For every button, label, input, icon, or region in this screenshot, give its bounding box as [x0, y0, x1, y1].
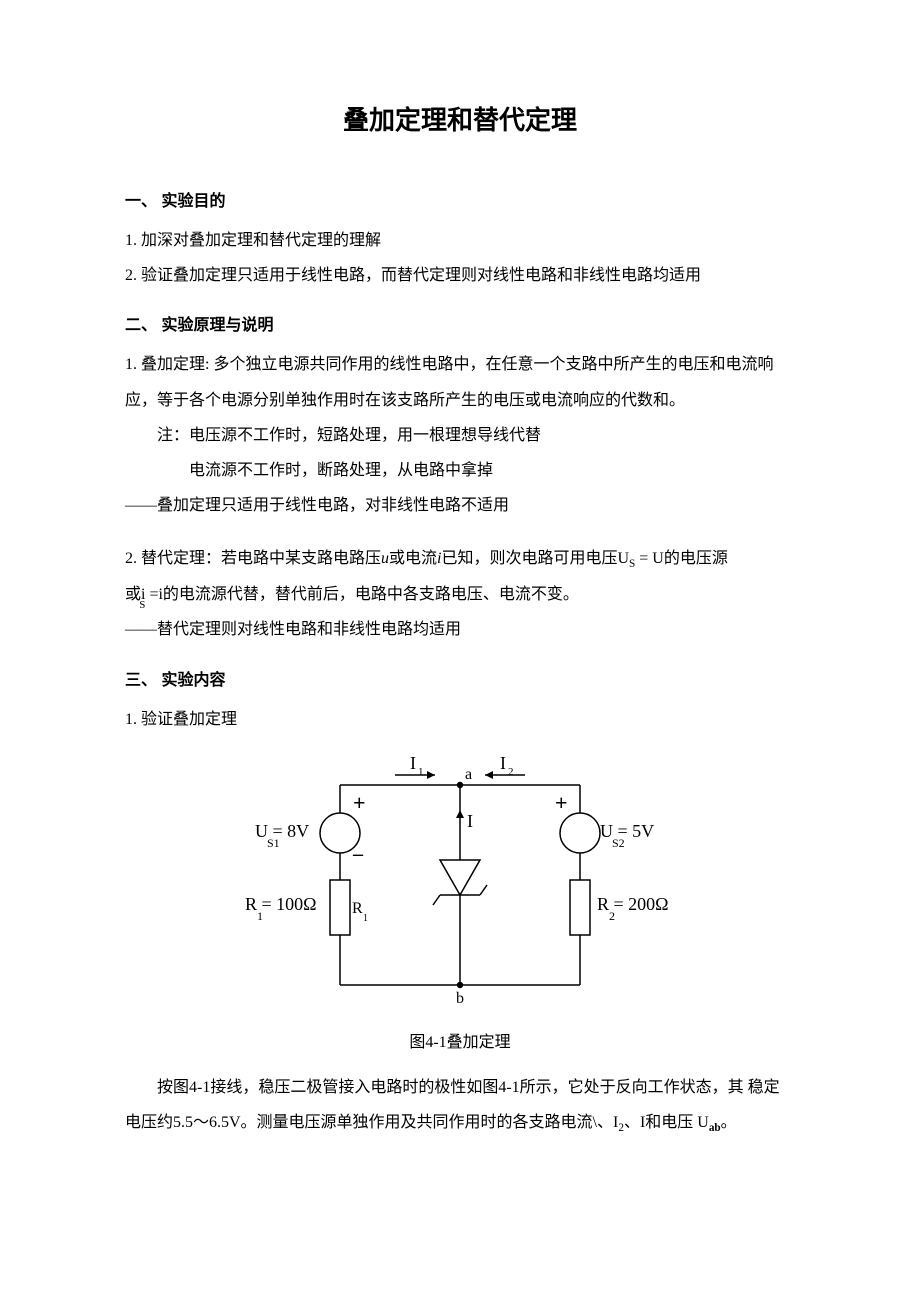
label-plus-right: +: [555, 790, 568, 815]
label-us2: U = 5V: [600, 821, 654, 841]
label-i1: I: [410, 755, 416, 773]
label-us2-sub: S2: [612, 836, 625, 850]
section-2-note-2: 电流源不工作时，断路处理，从电路中拿掉: [125, 453, 795, 488]
text-fragment: 或i =i的电流源代替，替代前后，电路中各支路电压、电流不变。: [125, 586, 579, 603]
variable-u: u: [381, 550, 389, 567]
label-minus-left: _: [352, 836, 364, 858]
label-r1-box: R: [352, 900, 363, 917]
section-1-item-2: 2. 验证叠加定理只适用于线性电路，而替代定理则对线性电路和非线性电路均适用: [125, 258, 795, 293]
section-3-heading: 三、 实验内容: [125, 666, 795, 690]
label-plus-left: +: [353, 790, 366, 815]
section-2-item-1: 1. 叠加定理: 多个独立电源共同作用的线性电路中，在任意一个支路中所产生的电压…: [125, 347, 795, 417]
section-2-conclusion-1: ——叠加定理只适用于线性电路，对非线性电路不适用: [125, 488, 795, 523]
label-r1: R = 100Ω: [245, 894, 317, 914]
section-2-item-2-line-2: 或i =i的电流源代替，替代前后，电路中各支路电压、电流不变。 S: [125, 577, 795, 612]
label-r2: R = 200Ω: [597, 894, 669, 914]
section-3-item-1: 1. 验证叠加定理: [125, 702, 795, 737]
circuit-figure: I 1 I 2 a I + _ U = 8V S1 + U = 5V: [125, 755, 795, 1020]
section-2-item-2: 2. 替代定理：若电路中某支路电路压u或电流i已知，则次电路可用电压US = U…: [125, 541, 795, 577]
label-i1-sub: 1: [418, 766, 424, 778]
subscript-ab: ab: [709, 1122, 721, 1134]
section-2-heading: 二、 实验原理与说明: [125, 311, 795, 335]
label-i: I: [467, 811, 473, 831]
label-us1-sub: S1: [267, 836, 280, 850]
text-fragment: 或电流: [389, 550, 437, 567]
section-2-conclusion-2: ——替代定理则对线性电路和非线性电路均适用: [125, 612, 795, 647]
text-fragment: = U的电压源: [635, 550, 728, 567]
label-i2: I: [500, 755, 506, 773]
subscript-s-floating: S: [139, 593, 145, 617]
text-fragment: 。: [721, 1114, 737, 1131]
label-i2-sub: 2: [508, 766, 514, 778]
label-us1: U = 8V: [255, 821, 309, 841]
label-node-a: a: [465, 766, 472, 783]
label-r2-sub: 2: [609, 909, 615, 923]
label-r1-sub: 1: [257, 909, 263, 923]
section-2-note-1: 注：电压源不工作时，短路处理，用一根理想导线代替: [125, 418, 795, 453]
section-1-item-1: 1. 加深对叠加定理和替代定理的理解: [125, 223, 795, 258]
circuit-svg: I 1 I 2 a I + _ U = 8V S1 + U = 5V: [245, 755, 675, 1015]
document-page: 叠加定理和替代定理 一、 实验目的 1. 加深对叠加定理和替代定理的理解 2. …: [0, 0, 920, 1302]
text-fragment: 已知，则次电路可用电压U: [441, 550, 629, 567]
label-node-b: b: [456, 990, 464, 1007]
text-fragment: 2. 替代定理：若电路中某支路电路压: [125, 550, 381, 567]
document-title: 叠加定理和替代定理: [125, 100, 795, 137]
section-3-para-1: 按图4-1接线，稳压二极管接入电路时的极性如图4-1所示，它处于反向工作状态，其…: [125, 1070, 795, 1141]
text-fragment: 、I和电压 U: [624, 1114, 709, 1131]
label-r1-box-sub: 1: [363, 913, 368, 924]
section-1-heading: 一、 实验目的: [125, 187, 795, 211]
figure-caption: 图4-1叠加定理: [125, 1028, 795, 1052]
